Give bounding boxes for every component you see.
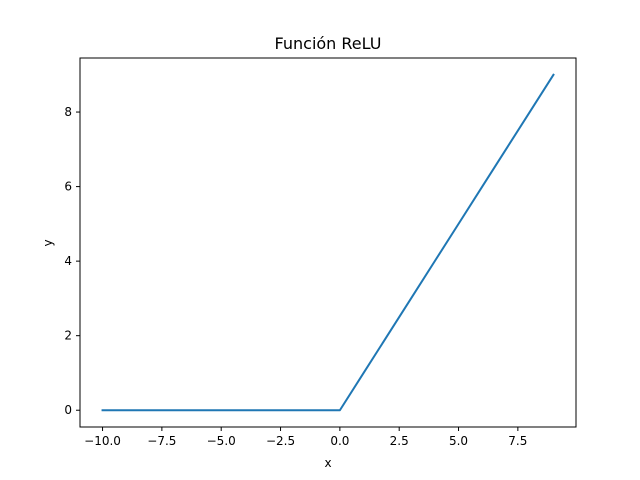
x-tick-label: −5.0 — [207, 434, 236, 448]
x-tick-label: −2.5 — [266, 434, 295, 448]
y-tick-label: 6 — [64, 180, 72, 194]
y-tick-label: 0 — [64, 403, 72, 417]
y-tick-label: 8 — [64, 105, 72, 119]
plot-frame — [79, 57, 577, 428]
x-tick-label: 7.5 — [508, 434, 527, 448]
y-tick-label: 2 — [64, 329, 72, 343]
x-tick-label: −10.0 — [84, 434, 121, 448]
y-axis-label: y — [41, 239, 55, 246]
y-tick-label: 4 — [64, 254, 72, 268]
x-tick-label: 5.0 — [449, 434, 468, 448]
x-axis: −10.0 −7.5 −5.0 −2.5 0.0 2.5 5.0 7.5 — [84, 427, 527, 448]
x-axis-label: x — [324, 456, 331, 470]
x-tick-label: 0.0 — [330, 434, 349, 448]
plot-area — [79, 57, 577, 428]
x-tick-label: −7.5 — [147, 434, 176, 448]
chart-title: Función ReLU — [275, 34, 382, 53]
series-line-0 — [101, 73, 555, 412]
y-axis: 0 2 4 6 8 — [64, 105, 80, 417]
x-tick-label: 2.5 — [390, 434, 409, 448]
